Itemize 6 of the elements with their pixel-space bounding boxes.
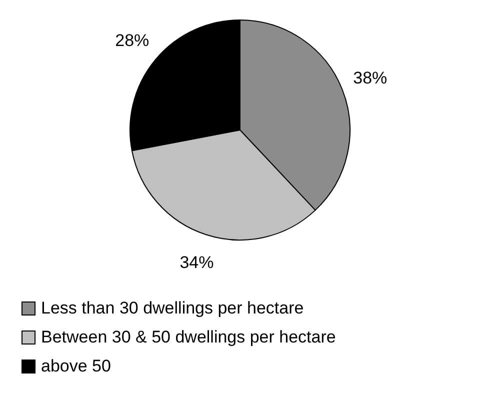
legend-label: Less than 30 dwellings per hectare bbox=[41, 298, 304, 318]
data-label: 34% bbox=[180, 253, 214, 272]
data-label: 38% bbox=[353, 68, 388, 88]
legend-label: Between 30 & 50 dwellings per hectare bbox=[41, 328, 336, 346]
legend-label: above 50 bbox=[41, 356, 111, 376]
data-label: 28% bbox=[115, 30, 150, 50]
